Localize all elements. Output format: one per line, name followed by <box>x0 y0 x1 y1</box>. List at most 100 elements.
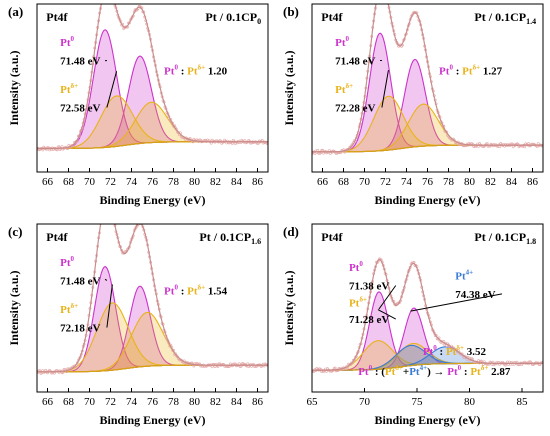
y-axis-label: Intensity (a.u.) <box>282 270 296 345</box>
energy-annotation: 71.48 eV <box>60 55 100 67</box>
ratio-text-2: Pt0 : (Ptδ++Pt4+) → Pt0 : Ptδ+ 2.87 <box>358 364 511 378</box>
state-superscript: δ+ <box>70 82 78 90</box>
annotation-leader-line <box>104 278 108 281</box>
region-title: Pt4f <box>321 230 343 244</box>
panel-label: (d) <box>283 224 299 239</box>
ratio-text: Pt0 : Ptδ+ 1.20 <box>164 64 228 78</box>
state-annotation: Ptδ+ <box>60 302 78 316</box>
ratio2-part: δ+ <box>395 364 403 372</box>
ratio2-part: Pt <box>470 366 481 378</box>
data-point <box>60 145 64 149</box>
sample-title: Pt / 0.1CP1.8 <box>474 230 536 246</box>
x-tick-label: 70 <box>359 396 371 408</box>
ratio-denominator: Pt <box>187 286 198 298</box>
energy-annotation: 71.28 eV <box>349 314 389 326</box>
ratio-denominator: Pt <box>446 346 457 358</box>
state-annotation: Pt0 <box>335 35 349 49</box>
energy-annotation: 71.38 eV <box>349 281 389 293</box>
data-point <box>138 221 140 223</box>
data-point <box>111 211 113 213</box>
region-title: Pt4f <box>46 10 68 24</box>
x-tick-label: 66 <box>42 396 54 408</box>
ratio-numerator: Pt <box>164 66 175 78</box>
ratio-numerator-sup: 0 <box>174 284 178 292</box>
x-tick-label: 68 <box>63 176 75 188</box>
energy-annotation: 72.28 eV <box>335 103 375 115</box>
annotation-leader-line <box>381 70 389 108</box>
panel-label: (b) <box>283 4 299 19</box>
x-tick-label: 66 <box>42 176 54 188</box>
ratio-value: 3.52 <box>464 346 487 358</box>
ratio2-part: → <box>431 366 448 378</box>
sample-subscript: 1.8 <box>526 237 536 246</box>
ratio-numerator-sup: 0 <box>174 64 178 72</box>
envelope-line <box>312 259 543 371</box>
energy-annotation: 71.48 eV <box>335 55 375 67</box>
x-tick-label: 66 <box>317 176 329 188</box>
region-title: Pt4f <box>46 230 68 244</box>
ratio-value: 1.54 <box>205 286 228 298</box>
annotation-leader-line <box>410 293 503 312</box>
state-base: Pt <box>60 84 71 96</box>
x-tick-label: 85 <box>517 396 529 408</box>
x-tick-label: 74 <box>126 396 138 408</box>
data-point <box>113 220 115 222</box>
ratio-numerator: Pt <box>423 346 434 358</box>
x-tick-label: 68 <box>338 176 350 188</box>
ratio-text: Pt0 : Ptδ+ 1.54 <box>164 284 228 298</box>
state-superscript: δ+ <box>70 302 78 310</box>
envelope-line <box>37 224 268 373</box>
x-tick-label: 70 <box>359 176 371 188</box>
ratio-separator: : <box>453 66 462 78</box>
x-tick-label: 72 <box>105 396 116 408</box>
state-base: Pt <box>349 262 360 274</box>
x-tick-label: 78 <box>168 396 180 408</box>
ratio-denominator-sup: δ+ <box>473 64 481 72</box>
x-tick-label: 70 <box>84 396 96 408</box>
x-tick-label: 72 <box>380 176 391 188</box>
x-tick-label: 84 <box>506 176 518 188</box>
ratio-text: Pt0 : Ptδ+ 3.52 <box>423 344 487 358</box>
state-base: Pt <box>60 304 71 316</box>
state-annotation: Ptδ+ <box>349 295 367 309</box>
x-tick-label: 82 <box>210 176 221 188</box>
ratio-text: Pt0 : Ptδ+ 1.27 <box>439 64 503 78</box>
state-base: Pt <box>455 270 466 282</box>
ratio2-part: 2.87 <box>488 366 511 378</box>
ratio-denominator-sup: δ+ <box>198 64 206 72</box>
annotation-leader-line <box>106 71 118 108</box>
ratio2-part: 4+ <box>420 364 428 372</box>
state-superscript: δ+ <box>359 295 367 303</box>
sample-subscript: 0 <box>257 17 261 26</box>
sample-subscript: 1.6 <box>251 237 261 246</box>
sample-name: Pt / 0.1CP <box>199 230 251 244</box>
x-tick-label: 78 <box>168 176 180 188</box>
x-tick-label: 74 <box>401 176 413 188</box>
state-base: Pt <box>60 257 71 269</box>
ratio2-part: : <box>461 366 470 378</box>
region-title: Pt4f <box>321 10 343 24</box>
energy-annotation: 72.18 eV <box>60 323 100 335</box>
ratio-denominator-sup: δ+ <box>198 284 206 292</box>
ratio2-part: δ+ <box>481 364 489 372</box>
state-annotation: Pt0 <box>60 35 74 49</box>
x-tick-label: 80 <box>464 396 476 408</box>
energy-annotation: 72.58 eV <box>60 103 100 115</box>
ratio-separator: : <box>437 346 446 358</box>
state-superscript: 0 <box>345 35 349 43</box>
ratio-separator: : <box>178 66 187 78</box>
ratio-numerator: Pt <box>439 66 450 78</box>
ratio2-part: Pt <box>409 366 420 378</box>
ratio2-part: 0 <box>369 364 373 372</box>
panel-label: (c) <box>8 224 22 239</box>
x-axis-label: Binding Energy (eV) <box>374 193 480 207</box>
state-annotation: Pt0 <box>60 255 74 269</box>
x-tick-label: 72 <box>105 176 116 188</box>
x-tick-label: 76 <box>147 396 159 408</box>
ratio-numerator-sup: 0 <box>449 64 453 72</box>
x-tick-label: 86 <box>252 396 264 408</box>
state-annotation: Pt0 <box>349 260 363 274</box>
state-superscript: 4+ <box>466 268 474 276</box>
x-axis-label: Binding Energy (eV) <box>374 413 480 427</box>
y-axis-label: Intensity (a.u.) <box>282 50 296 125</box>
